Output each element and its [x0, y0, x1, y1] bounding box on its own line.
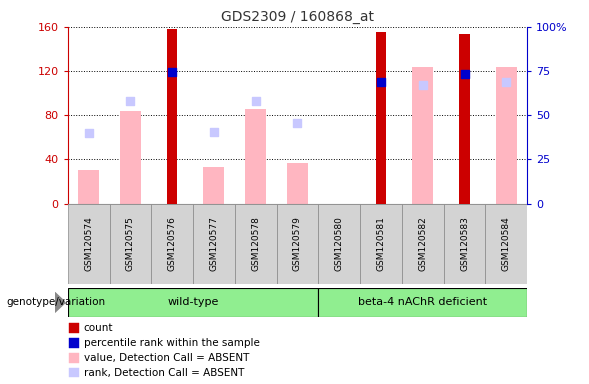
Bar: [444, 204, 485, 284]
Bar: [235, 204, 277, 284]
Bar: [68, 204, 110, 284]
Text: GSM120583: GSM120583: [460, 217, 469, 271]
Bar: [68, 288, 318, 317]
Bar: [376, 32, 386, 204]
Text: GSM120584: GSM120584: [502, 217, 511, 271]
Text: GSM120574: GSM120574: [84, 217, 93, 271]
Bar: [485, 204, 527, 284]
Bar: [193, 204, 235, 284]
Point: [251, 98, 260, 104]
Text: wild-type: wild-type: [167, 297, 219, 308]
Point: [293, 120, 302, 126]
Bar: [277, 204, 318, 284]
Point: [502, 79, 511, 85]
Bar: [203, 167, 224, 204]
Bar: [318, 204, 360, 284]
Point: [125, 98, 135, 104]
Bar: [318, 288, 527, 317]
Point: [167, 69, 177, 75]
Point: [84, 130, 93, 136]
Text: GSM120581: GSM120581: [376, 217, 385, 271]
Text: GSM120579: GSM120579: [293, 217, 302, 271]
Polygon shape: [55, 293, 65, 313]
Text: genotype/variation: genotype/variation: [6, 297, 105, 308]
Bar: [245, 109, 266, 204]
Bar: [110, 204, 151, 284]
Bar: [459, 33, 470, 204]
Bar: [402, 204, 444, 284]
Text: count: count: [84, 323, 113, 333]
Bar: [70, 323, 79, 333]
Text: beta-4 nAChR deficient: beta-4 nAChR deficient: [358, 297, 487, 308]
Point: [460, 71, 469, 78]
Bar: [287, 163, 308, 204]
Text: GSM120578: GSM120578: [251, 217, 260, 271]
Text: value, Detection Call = ABSENT: value, Detection Call = ABSENT: [84, 353, 249, 363]
Text: GSM120575: GSM120575: [126, 217, 135, 271]
Bar: [412, 67, 433, 204]
Point: [376, 79, 386, 85]
Point: [418, 82, 428, 88]
Bar: [70, 353, 79, 362]
Text: GSM120582: GSM120582: [418, 217, 427, 271]
Bar: [78, 170, 99, 204]
Bar: [167, 29, 177, 204]
Point: [209, 129, 219, 135]
Title: GDS2309 / 160868_at: GDS2309 / 160868_at: [221, 10, 374, 25]
Text: rank, Detection Call = ABSENT: rank, Detection Call = ABSENT: [84, 368, 244, 378]
Bar: [151, 204, 193, 284]
Bar: [70, 368, 79, 377]
Text: percentile rank within the sample: percentile rank within the sample: [84, 338, 260, 348]
Bar: [120, 111, 141, 204]
Text: GSM120580: GSM120580: [335, 217, 344, 271]
Bar: [496, 67, 517, 204]
Bar: [360, 204, 402, 284]
Text: GSM120577: GSM120577: [210, 217, 219, 271]
Bar: [70, 338, 79, 348]
Text: GSM120576: GSM120576: [168, 217, 177, 271]
